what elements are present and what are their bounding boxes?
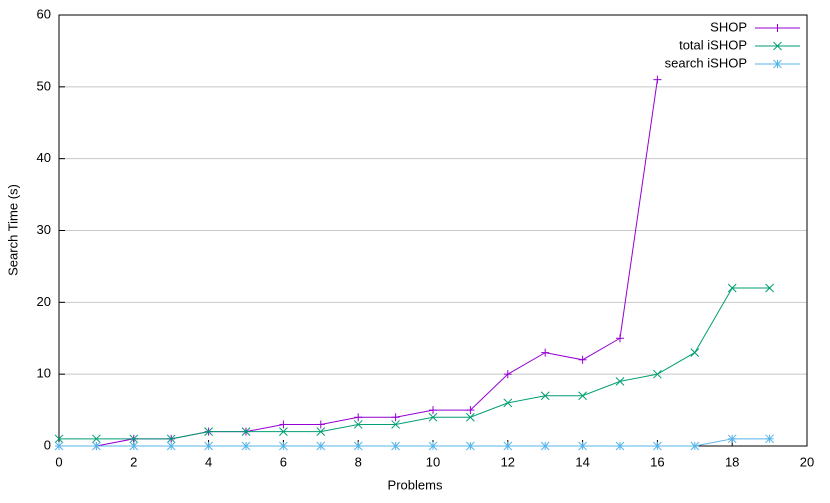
marker — [204, 427, 213, 436]
marker — [92, 441, 101, 451]
marker — [653, 369, 662, 379]
legend-label: total iSHOP — [679, 37, 747, 52]
legend-marker — [773, 24, 782, 32]
x-tick-label: 10 — [426, 454, 440, 469]
marker — [316, 420, 325, 429]
x-tick-label: 6 — [280, 454, 287, 469]
marker — [391, 413, 400, 422]
x-tick-label: 2 — [130, 454, 137, 469]
marker — [354, 413, 363, 422]
marker — [466, 441, 475, 451]
marker — [466, 406, 475, 415]
x-tick-label: 14 — [575, 454, 589, 469]
x-tick-label: 20 — [800, 454, 814, 469]
marker — [690, 441, 700, 451]
marker — [279, 441, 288, 451]
marker — [129, 434, 139, 444]
marker — [204, 441, 213, 451]
marker — [616, 334, 624, 343]
marker — [428, 412, 438, 422]
marker — [503, 370, 512, 379]
legend-marker — [773, 41, 782, 51]
legend-label: search iSHOP — [665, 55, 747, 70]
marker — [540, 391, 550, 401]
marker — [765, 283, 774, 293]
marker — [391, 441, 400, 451]
marker — [241, 441, 251, 451]
marker — [727, 283, 737, 293]
marker — [241, 427, 251, 436]
series-line — [59, 79, 658, 447]
y-tick-label: 60 — [37, 6, 51, 21]
marker — [353, 420, 363, 429]
x-tick-label: 4 — [205, 454, 212, 469]
marker — [279, 420, 288, 429]
marker — [540, 441, 550, 451]
marker — [615, 441, 625, 451]
marker — [690, 348, 700, 357]
marker — [615, 376, 625, 386]
y-tick-label: 10 — [37, 366, 51, 381]
y-axis-label: Search Time (s) — [5, 184, 20, 276]
marker — [578, 391, 587, 401]
marker — [466, 412, 475, 422]
marker — [541, 348, 550, 357]
y-tick-label: 30 — [37, 222, 51, 237]
y-tick-label: 0 — [44, 437, 51, 452]
marker — [503, 398, 513, 408]
series-line — [59, 438, 770, 447]
marker — [653, 441, 662, 451]
x-tick-label: 18 — [725, 454, 739, 469]
marker — [503, 441, 513, 451]
marker — [279, 427, 288, 436]
y-tick-label: 20 — [37, 294, 51, 309]
legend-label: SHOP — [710, 19, 747, 34]
x-tick-label: 8 — [355, 454, 362, 469]
marker — [166, 434, 176, 444]
marker — [727, 434, 737, 444]
y-tick-label: 50 — [37, 78, 51, 93]
marker — [166, 441, 176, 451]
marker — [353, 441, 363, 451]
marker — [578, 355, 587, 364]
x-axis-label: Problems — [388, 477, 443, 492]
marker — [765, 434, 774, 444]
marker — [316, 441, 326, 451]
marker — [54, 441, 64, 451]
x-tick-label: 16 — [650, 454, 664, 469]
marker — [54, 434, 64, 444]
marker — [316, 427, 326, 436]
legend-marker — [773, 59, 782, 69]
y-tick-label: 40 — [37, 150, 51, 165]
marker — [391, 420, 400, 429]
marker — [578, 441, 587, 451]
marker — [429, 406, 437, 415]
marker — [653, 75, 662, 84]
marker — [428, 441, 438, 451]
marker — [129, 441, 139, 451]
x-tick-label: 0 — [55, 454, 62, 469]
marker — [92, 434, 101, 444]
x-tick-label: 12 — [501, 454, 515, 469]
series-line — [59, 287, 770, 440]
